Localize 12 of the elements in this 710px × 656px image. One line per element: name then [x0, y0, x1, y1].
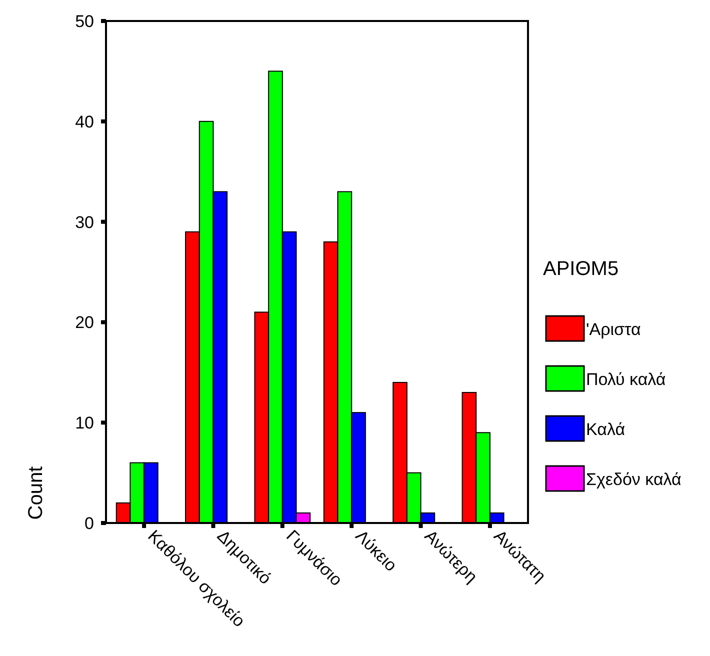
legend-label: Καλά [586, 420, 626, 439]
legend-label: Πολύ καλά [586, 370, 666, 389]
y-tick-label: 50 [75, 12, 94, 31]
legend-title: ΑΡΙΘΜ5 [543, 258, 619, 280]
y-tick-label: 0 [84, 514, 94, 533]
y-tick-label: 20 [75, 313, 94, 332]
y-tick-label: 40 [75, 112, 94, 132]
y-tick-label: 30 [75, 212, 94, 232]
y-tick-label: 10 [75, 414, 94, 433]
y-axis-title: Count [25, 466, 47, 520]
legend-label: Σχεδόν καλά [586, 470, 682, 489]
legend-label: 'Αριστα [586, 320, 641, 339]
